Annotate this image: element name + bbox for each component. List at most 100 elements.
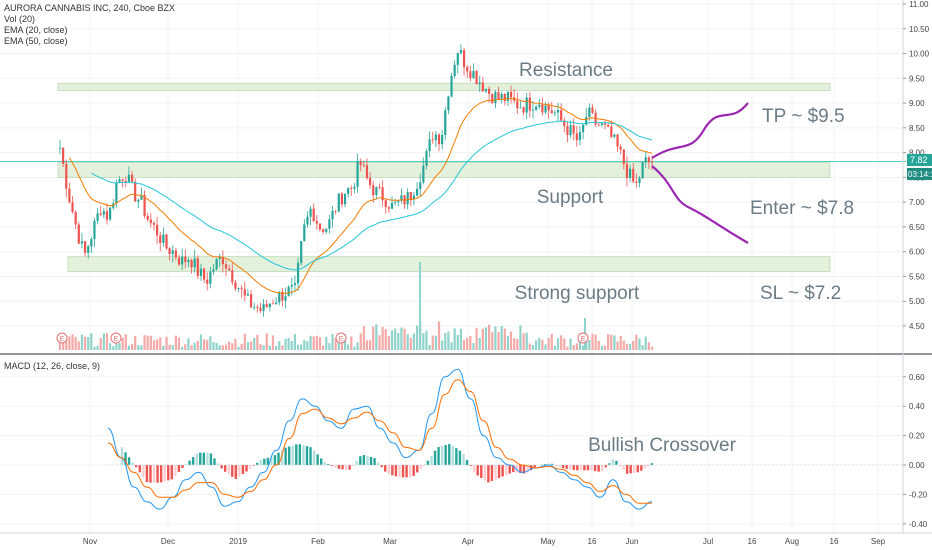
current-price-tag <box>907 154 932 166</box>
macd-histogram-bar <box>387 465 390 475</box>
macd-histogram-bar <box>597 465 600 472</box>
candle-body <box>566 126 569 136</box>
volume-bar <box>607 334 610 350</box>
ema50-line <box>91 120 653 271</box>
macd-histogram-bar <box>494 465 497 480</box>
volume-bar <box>535 340 538 350</box>
candle-body <box>509 91 513 98</box>
candle-body <box>218 256 221 259</box>
volume-bar <box>350 336 353 350</box>
macd-histogram-bar <box>188 460 191 465</box>
candle-body <box>293 283 297 286</box>
moving-averages <box>68 97 653 295</box>
volume-bar <box>434 335 437 350</box>
macd-histogram-bar <box>238 465 241 477</box>
volume-bar <box>591 333 594 350</box>
macd-histogram-bar <box>149 465 152 483</box>
ema50-indicator-label[interactable]: EMA (50, close) <box>4 36 68 46</box>
macd-histogram-bar <box>551 463 554 465</box>
macd-histogram-bar <box>142 465 145 478</box>
candle-body <box>171 250 174 254</box>
earnings-marker <box>56 332 68 344</box>
volume-bar <box>287 338 290 350</box>
volume-bar <box>300 344 303 350</box>
candle-body <box>422 165 425 183</box>
candle-body <box>134 181 137 202</box>
volume-bar <box>140 345 143 350</box>
candle-body <box>607 124 610 127</box>
macd-histogram-bar <box>255 462 259 465</box>
candle-body <box>281 291 284 301</box>
macd-histogram-bar <box>565 465 568 469</box>
macd-indicator-label[interactable]: MACD (12, 26, close, 9) <box>4 361 101 371</box>
ema20-indicator-label[interactable]: EMA (20, close) <box>4 25 68 35</box>
candle-body <box>253 306 256 308</box>
zone-support <box>57 162 831 178</box>
candle-body <box>560 110 563 121</box>
volume-bar <box>625 343 629 350</box>
candle-body <box>644 157 647 163</box>
price-tick-label: 9.00 <box>909 99 925 108</box>
candle-body <box>290 285 293 287</box>
macd-histogram-bar <box>138 465 141 473</box>
volume-bar <box>500 325 503 350</box>
volume-bars <box>58 262 654 350</box>
macd-histogram-bar <box>184 464 188 465</box>
macd-histogram-bar <box>209 453 213 465</box>
volume-bar <box>400 327 403 350</box>
volume-bar <box>109 343 112 350</box>
macd-histogram-bar <box>216 463 220 465</box>
volume-bar <box>221 345 224 350</box>
candle-body <box>616 134 619 147</box>
volume-bar <box>87 337 90 350</box>
candle-body <box>553 112 556 114</box>
macd-histogram-bar <box>323 461 326 465</box>
macd-histogram-bar <box>618 465 622 466</box>
volume-bar <box>334 338 337 350</box>
macd-histogram-bar <box>440 446 444 465</box>
candle-body <box>466 67 469 72</box>
earnings-marker-label: E <box>60 336 65 343</box>
macd-histogram-bar <box>487 465 490 483</box>
volume-bar <box>372 326 375 350</box>
candle-body <box>591 107 594 113</box>
volume-bar <box>318 337 322 350</box>
candle-body <box>325 228 328 232</box>
symbol-title[interactable]: AURORA CANNABIS INC, 240, Cboe BZX <box>4 3 176 13</box>
candle-body <box>484 88 488 92</box>
macd-histogram-bar <box>270 456 273 465</box>
volume-spike-bar <box>419 262 421 350</box>
candle-body <box>240 288 243 290</box>
candle-body <box>378 187 381 189</box>
volume-bar <box>603 345 607 350</box>
candle-body <box>202 268 206 280</box>
candle-body <box>159 235 162 243</box>
candle-body <box>271 303 275 305</box>
macd-histogram-bar <box>419 465 422 469</box>
macd-histogram-bar <box>408 465 412 478</box>
candle-body <box>96 213 99 221</box>
candle-body <box>309 208 312 217</box>
time-tick-label: Apr <box>462 537 475 546</box>
candle-body <box>610 126 613 137</box>
volume-bar <box>481 328 484 350</box>
candle-body <box>362 164 365 166</box>
candle-body <box>130 174 134 182</box>
macd-histogram-bar <box>579 465 583 471</box>
macd-histogram-bar <box>337 465 341 469</box>
macd-histogram-bar <box>458 450 462 465</box>
volume-bar <box>444 333 447 350</box>
macd-histogram-bar <box>636 465 639 473</box>
volume-bar <box>453 328 456 350</box>
candle-body <box>156 224 159 236</box>
time-tick-label: Mar <box>383 537 397 546</box>
strong-support-label: Strong support <box>515 283 640 304</box>
volume-indicator-label[interactable]: Vol (20) <box>4 14 36 24</box>
volume-bar <box>80 334 84 350</box>
volume-bar <box>137 345 140 350</box>
candle-body <box>121 179 124 181</box>
countdown-value: 03:14:19 <box>908 170 932 179</box>
volume-bar <box>384 329 387 350</box>
volume-bar <box>143 335 146 350</box>
